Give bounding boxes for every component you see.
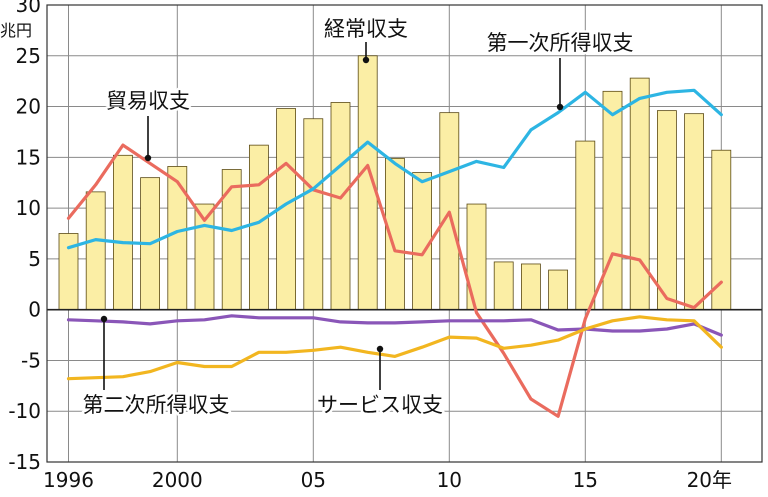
bar-current-account — [684, 113, 704, 311]
bar-current-account — [113, 154, 133, 311]
annotation-dot-services — [376, 345, 384, 353]
x-tick-label: 10 — [437, 468, 462, 492]
bar-current-account — [330, 102, 351, 311]
bar-current-account — [221, 169, 242, 311]
bar-current-account — [602, 90, 623, 311]
y-tick-label: -5 — [21, 348, 41, 372]
bar-current-account — [248, 144, 269, 311]
current-account-bars — [58, 55, 732, 311]
annotation-dot-secondary — [100, 315, 108, 323]
bar-current-account — [167, 166, 188, 311]
series-lines — [66, 88, 723, 418]
annotation-halo-services: サービス収支 — [317, 393, 443, 417]
annotation-label-primary: 第一次所得収支 — [487, 31, 634, 55]
y-tick-label: 0 — [28, 298, 41, 322]
line-services — [66, 315, 723, 381]
x-tick-label: 1996 — [43, 468, 94, 492]
plot-frame — [46, 4, 763, 463]
bar-current-account — [412, 172, 433, 311]
unit-label-backing — [0, 20, 44, 40]
x-tick-label: 05 — [301, 468, 326, 492]
y-tick-label: 5 — [28, 247, 41, 271]
line-secondary — [66, 314, 723, 337]
bar-current-account — [548, 269, 568, 311]
bar-current-account — [629, 77, 650, 311]
annotation-label-trade: 貿易収支 — [106, 89, 190, 113]
annotations: 経常収支経常収支貿易収支貿易収支第一次所得収支第一次所得収支第二次所得収支第二次… — [80, 15, 636, 420]
bar-current-account — [575, 140, 596, 311]
line-primary — [66, 88, 723, 250]
bar-current-account — [521, 263, 541, 311]
x-tick-label: 20年 — [687, 468, 732, 492]
bar-current-account — [657, 110, 677, 311]
y-tick-label: -10 — [8, 399, 41, 423]
y-tick-label: 15 — [16, 145, 41, 169]
annotation-halo-primary: 第一次所得収支 — [487, 31, 634, 55]
annotation-label-secondary: 第二次所得収支 — [83, 393, 230, 417]
bar-current-account — [303, 118, 324, 311]
x-tick-label: 15 — [573, 468, 598, 492]
annotation-halo-current: 経常収支 — [324, 17, 408, 41]
bar-current-account — [711, 149, 732, 311]
x-tick-label: 2000 — [152, 468, 203, 492]
annotation-halo-trade: 貿易収支 — [106, 89, 190, 113]
y-tick-label: 20 — [16, 95, 41, 119]
y-tick-label: 30 — [16, 0, 41, 17]
y-tick-label: 25 — [16, 44, 41, 68]
y-tick-label: 10 — [16, 196, 41, 220]
unit-label: 兆円 — [0, 21, 32, 40]
annotation-label-current: 経常収支 — [324, 17, 408, 41]
annotation-dot-primary — [556, 103, 564, 111]
bar-current-account — [85, 191, 106, 311]
annotation-label-services: サービス収支 — [317, 393, 443, 417]
bar-current-account — [493, 261, 514, 311]
line-trade — [66, 143, 723, 418]
annotation-dot-current — [362, 56, 370, 64]
annotation-dot-trade — [144, 154, 152, 162]
y-tick-label: -15 — [8, 450, 41, 474]
annotation-halo-secondary: 第二次所得収支 — [83, 393, 230, 417]
